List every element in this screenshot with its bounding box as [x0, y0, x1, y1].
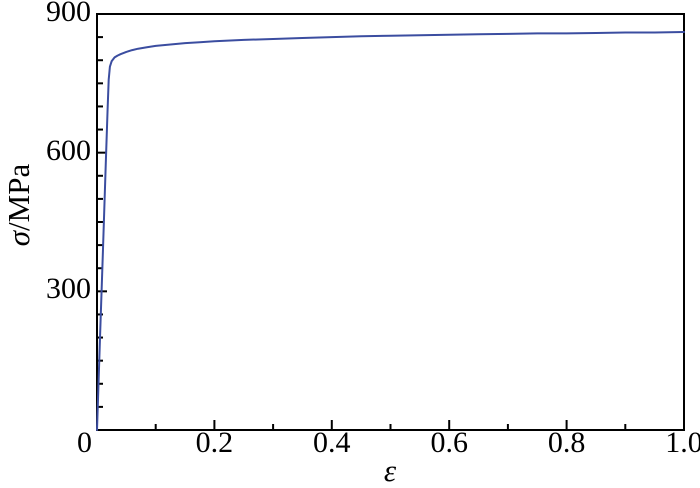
y-tick-label: 300 [46, 272, 91, 306]
stress-strain-curve [96, 31, 685, 431]
origin-tick-label: 0 [77, 426, 92, 459]
x-tick-label: 0.6 [430, 426, 468, 459]
axis-ticks [98, 36, 627, 429]
sigma-symbol: σ [1, 230, 36, 247]
y-tick-label: 600 [46, 133, 91, 167]
y-tick-label: 900 [46, 0, 91, 28]
axis-box [96, 13, 685, 431]
x-tick-label: 1.0 [665, 426, 700, 459]
x-tick-label: 0.2 [195, 426, 234, 459]
x-tick-label: 0.8 [547, 426, 586, 459]
x-axis-title: ε [383, 453, 397, 488]
y-axis-unit: /MPa [1, 163, 36, 231]
x-tick-label: 0.4 [313, 426, 351, 459]
